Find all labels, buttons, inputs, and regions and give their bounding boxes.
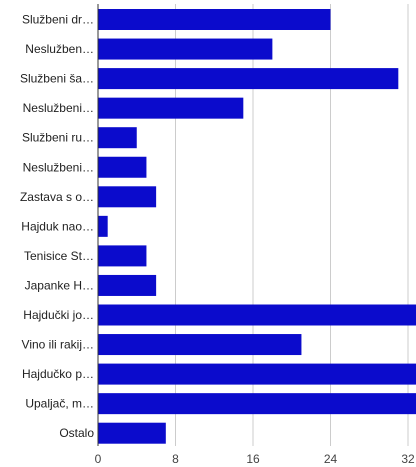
bar <box>98 156 147 178</box>
category-label: Upaljač, m… <box>25 397 94 411</box>
bar <box>98 68 399 90</box>
category-label: Službeni ru… <box>22 131 94 145</box>
x-tick-label: 16 <box>246 452 260 466</box>
category-label: Tenisice St… <box>24 249 94 263</box>
bar <box>98 9 331 30</box>
category-label: Službeni dr… <box>22 13 94 27</box>
bar <box>98 38 273 60</box>
category-label: Vino ili rakij… <box>22 338 94 352</box>
category-label: Neslužbeni… <box>23 101 94 115</box>
bar <box>98 393 416 415</box>
category-label: Hajduk nao… <box>21 219 94 233</box>
category-label: Ostalo <box>59 426 94 440</box>
x-tick-label: 24 <box>324 452 338 466</box>
bar <box>98 215 108 237</box>
x-tick-label: 32 <box>401 452 415 466</box>
x-axis-ticks: 0 8 16 24 32 <box>95 452 415 466</box>
bar <box>98 334 302 356</box>
x-tick-label: 8 <box>172 452 179 466</box>
category-label: Japanke H… <box>25 278 94 292</box>
category-labels: Službeni dr… Neslužben… Službeni ša… Nesluž… <box>20 13 94 441</box>
category-label: Neslužbeni… <box>23 160 94 174</box>
bar <box>98 363 416 385</box>
bar <box>98 304 416 326</box>
bar <box>98 127 137 149</box>
category-label: Službeni ša… <box>20 72 94 86</box>
bars <box>98 9 416 444</box>
category-label: Neslužben… <box>25 42 94 56</box>
bar <box>98 97 244 119</box>
category-label: Zastava s o… <box>20 190 94 204</box>
x-tick-label: 0 <box>95 452 102 466</box>
bar <box>98 422 166 444</box>
category-label: Hajdučki jo… <box>23 308 94 322</box>
bar <box>98 245 147 267</box>
category-label: Hajdučko p… <box>22 367 94 381</box>
bar <box>98 186 157 208</box>
bar <box>98 274 157 296</box>
